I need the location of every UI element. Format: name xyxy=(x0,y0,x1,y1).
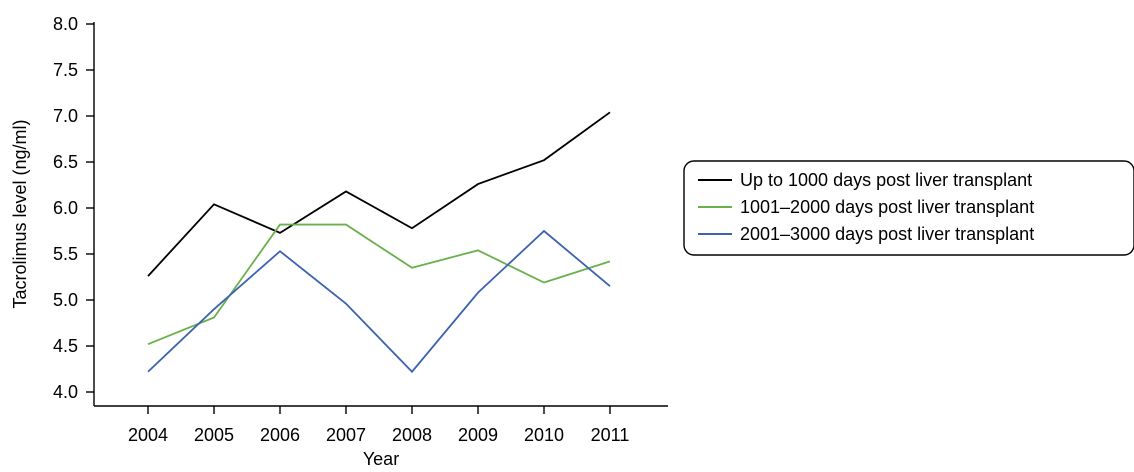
y-tick-label: 7.0 xyxy=(53,106,78,126)
legend-label: Up to 1000 days post liver transplant xyxy=(740,170,1032,190)
x-tick-label: 2005 xyxy=(194,425,234,445)
y-tick-label: 4.5 xyxy=(53,336,78,356)
x-tick-label: 2011 xyxy=(591,425,630,445)
y-tick-label: 8.0 xyxy=(53,14,78,34)
x-axis-title: Year xyxy=(363,449,399,469)
legend-label: 2001–3000 days post liver transplant xyxy=(740,224,1034,244)
series-line-2 xyxy=(147,223,611,345)
x-ticks: 2004 2005 2006 2007 2008 2009 2010 2011 xyxy=(128,406,629,445)
x-tick-label: 2004 xyxy=(128,425,168,445)
x-tick-label: 2006 xyxy=(260,425,300,445)
y-tick-label: 4.0 xyxy=(53,382,78,402)
axes: 4.0 4.5 5.0 5.5 6.0 6.5 7.0 7.5 8.0 2004 2005 2006… xyxy=(53,14,668,445)
y-axis-title: Tacrolimus level (ng/ml) xyxy=(10,119,30,308)
legend: Up to 1000 days post liver transplant 100… xyxy=(683,160,1134,256)
x-tick-label: 2007 xyxy=(326,425,366,445)
legend-items: Up to 1000 days post liver transplant 100… xyxy=(698,170,1034,244)
y-tick-label: 7.5 xyxy=(53,60,78,80)
y-tick-label: 6.0 xyxy=(53,198,78,218)
y-tick-label: 6.5 xyxy=(53,152,78,172)
legend-box xyxy=(683,160,1134,256)
y-tick-label: 5.5 xyxy=(53,244,78,264)
y-ticks: 4.0 4.5 5.0 5.5 6.0 6.5 7.0 7.5 8.0 xyxy=(53,14,94,402)
y-tick-label: 5.0 xyxy=(53,290,78,310)
x-tick-label: 2008 xyxy=(392,425,432,445)
series-layer xyxy=(147,111,611,374)
series-line-1 xyxy=(147,111,611,277)
x-tick-label: 2009 xyxy=(458,425,498,445)
legend-label: 1001–2000 days post liver transplant xyxy=(740,197,1034,217)
series-line-3 xyxy=(147,229,611,374)
x-tick-label: 2010 xyxy=(524,425,564,445)
